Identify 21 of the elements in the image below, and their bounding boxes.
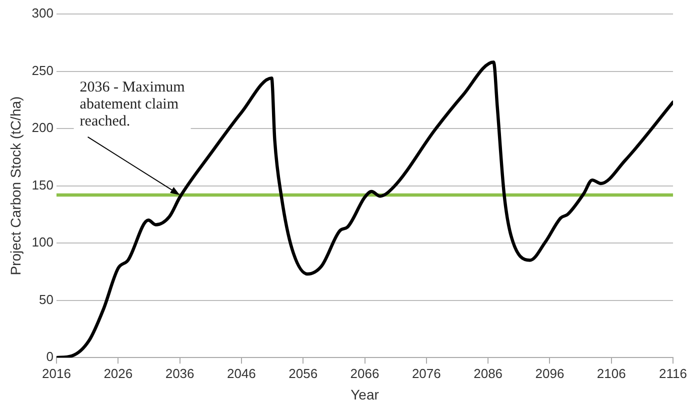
x-tick-label: 2096 [535,366,564,381]
x-tick-label: 2086 [474,366,503,381]
x-tick-label: 2046 [226,366,256,381]
y-tick-label: 300 [32,6,54,21]
x-tick-label: 2116 [659,366,688,381]
y-tick-label: 0 [46,349,54,364]
x-tick-label: 2036 [165,366,194,381]
x-tick-label: 2076 [412,366,441,381]
x-axis-title: Year [350,386,380,402]
annotation: 2036 - Maximum abatement claim reached. [80,79,186,130]
x-tick-label: 2066 [350,366,380,381]
x-tick-label: 2056 [288,366,318,381]
y-axis-title: Project Carbon Stock (tC/ha) [7,96,24,276]
x-tick-label: 2016 [42,366,71,381]
y-tick-label: 200 [32,120,54,136]
x-tick-label: 2026 [104,366,133,381]
y-tick-label: 50 [39,292,54,307]
x-tick-label: 2106 [596,366,626,381]
y-tick-label: 250 [32,62,54,78]
y-tick-label: 150 [32,177,54,192]
y-tick-label: 100 [32,234,54,250]
